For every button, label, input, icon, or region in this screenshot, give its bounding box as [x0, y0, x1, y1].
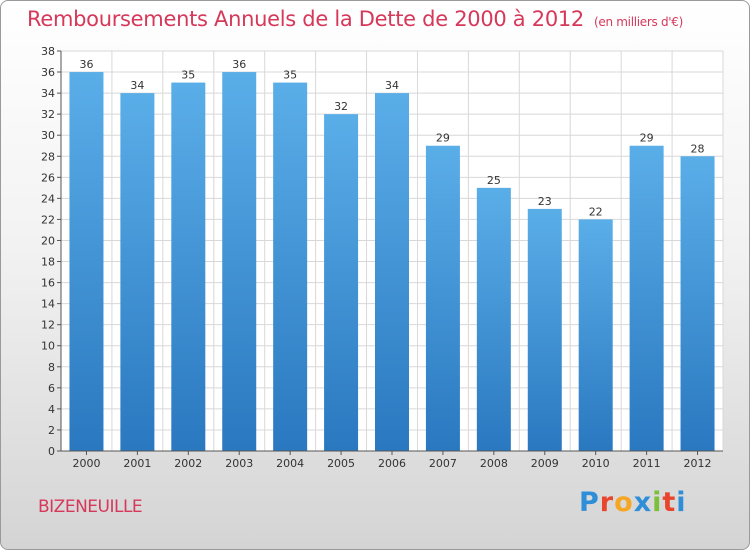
y-tick-label: 14 [41, 298, 55, 311]
y-tick-label: 28 [41, 150, 55, 163]
y-tick-label: 18 [41, 256, 55, 269]
y-tick-label: 22 [41, 213, 55, 226]
y-tick-label: 30 [41, 129, 55, 142]
y-tick-label: 16 [41, 277, 55, 290]
bar [578, 219, 613, 451]
bar [324, 114, 359, 451]
data-label: 36 [79, 58, 93, 71]
data-label: 35 [181, 69, 195, 82]
data-label: 28 [691, 142, 705, 155]
y-tick-label: 20 [41, 234, 55, 247]
data-label: 22 [589, 205, 603, 218]
y-tick-label: 38 [41, 45, 55, 58]
y-tick-label: 32 [41, 108, 55, 121]
y-tick-label: 2 [48, 424, 55, 437]
y-tick-label: 26 [41, 171, 55, 184]
x-tick-label: 2005 [327, 457, 355, 470]
data-label: 29 [640, 132, 654, 145]
y-tick-label: 24 [41, 192, 55, 205]
y-tick-label: 34 [41, 87, 55, 100]
y-tick-label: 10 [41, 340, 55, 353]
y-tick-label: 8 [48, 361, 55, 374]
proxiti-logo: Proxiti [579, 487, 687, 518]
x-tick-label: 2003 [225, 457, 253, 470]
y-tick-label: 6 [48, 382, 55, 395]
x-tick-label: 2004 [276, 457, 304, 470]
x-tick-label: 2006 [378, 457, 406, 470]
logo-letter: r [599, 487, 615, 518]
bar [222, 72, 257, 451]
chart-title: Remboursements Annuels de la Dette de 20… [27, 7, 683, 31]
data-label: 29 [436, 132, 450, 145]
logo-letter: t [662, 487, 677, 518]
y-tick-label: 4 [48, 403, 55, 416]
city-name: BIZENEUILLE [38, 497, 143, 517]
data-label: 34 [130, 79, 144, 92]
x-tick-label: 2011 [633, 457, 661, 470]
data-label: 34 [385, 79, 399, 92]
y-tick-label: 12 [41, 319, 55, 332]
data-label: 36 [232, 58, 246, 71]
bar [273, 82, 308, 451]
bar [476, 187, 511, 451]
x-tick-label: 2002 [174, 457, 202, 470]
bar [69, 72, 104, 451]
data-label: 32 [334, 100, 348, 113]
bar [527, 208, 562, 451]
bar [120, 93, 155, 452]
y-tick-label: 36 [41, 66, 55, 79]
x-tick-label: 2001 [123, 457, 151, 470]
logo-letter: o [614, 487, 634, 518]
x-tick-label: 2009 [531, 457, 559, 470]
chart-unit: (en milliers d'€) [594, 15, 684, 29]
bar [629, 145, 664, 451]
bar [680, 156, 715, 451]
bar [425, 145, 460, 451]
x-tick-label: 2007 [429, 457, 457, 470]
x-tick-label: 2008 [480, 457, 508, 470]
x-tick-label: 2012 [684, 457, 712, 470]
bar [375, 93, 409, 452]
logo-letter: x [633, 487, 653, 518]
x-axis: 2000 2001 2002 2003 2004 2005 2006 2007 2008 2009… [61, 450, 723, 470]
x-tick-label: 2010 [582, 457, 610, 470]
data-label: 25 [487, 174, 501, 187]
logo-letter: P [579, 487, 600, 518]
y-tick-label: 0 [48, 445, 55, 458]
bar [171, 82, 206, 451]
chart-title-text: Remboursements Annuels de la Dette de 20… [27, 7, 584, 31]
data-label: 23 [538, 195, 552, 208]
logo-letter: i [676, 487, 687, 518]
x-tick-label: 2000 [72, 457, 100, 470]
logo-letter: i [652, 487, 663, 518]
data-label: 35 [283, 69, 297, 82]
bars: 36 34 35 36 35 32 34 29 25 23 22 29 28 [69, 58, 715, 452]
